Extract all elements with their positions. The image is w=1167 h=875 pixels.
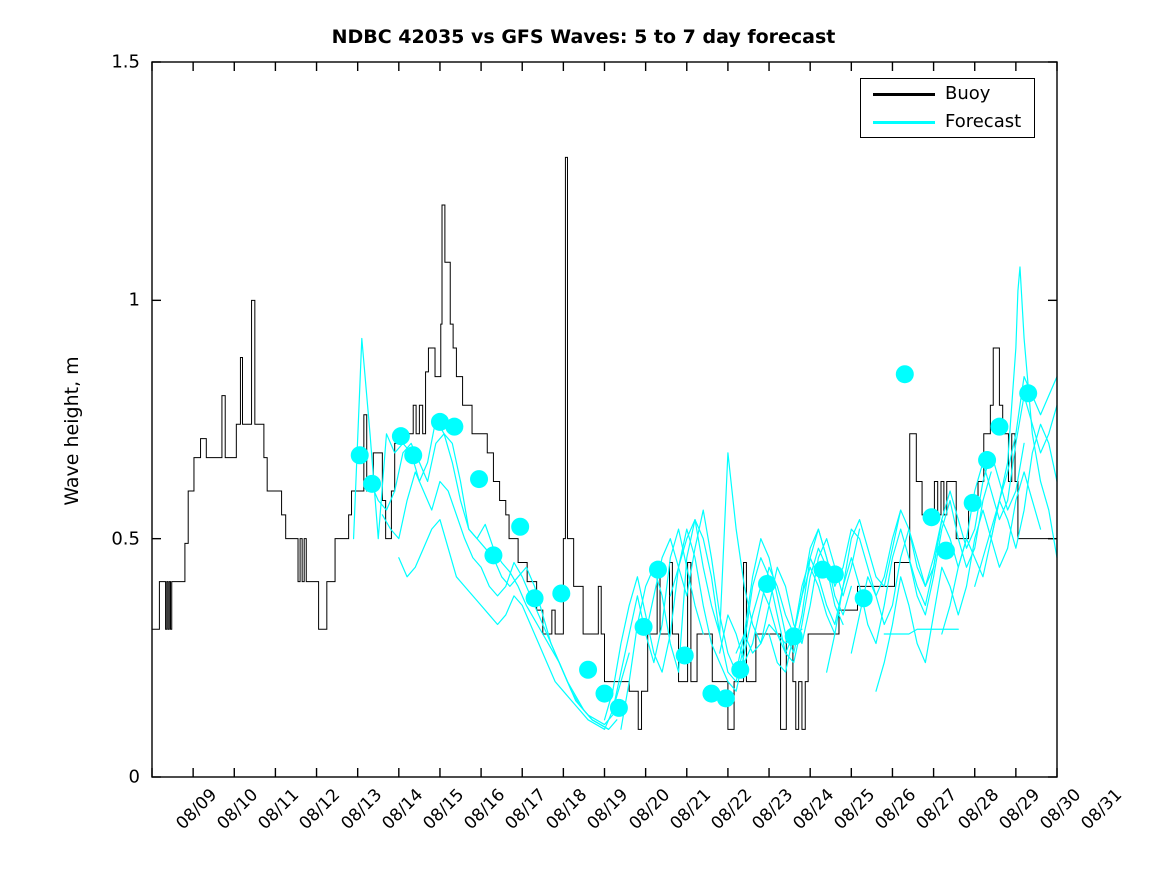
plot-frame — [151, 61, 1058, 778]
legend-item-forecast: Forecast — [861, 109, 1036, 135]
y-tick-label: 0 — [128, 766, 140, 788]
chart-title: NDBC 42035 vs GFS Waves: 5 to 7 day fore… — [331, 26, 836, 48]
buoy-series — [152, 156, 1057, 730]
legend-swatch-buoy — [873, 93, 935, 96]
chart-legend: Buoy Forecast — [860, 78, 1035, 138]
legend-label-buoy: Buoy — [945, 83, 991, 104]
y-tick-label: 0.5 — [111, 528, 140, 550]
legend-swatch-forecast — [873, 121, 935, 124]
legend-item-buoy: Buoy — [861, 81, 1036, 107]
legend-label-forecast: Forecast — [945, 111, 1022, 132]
forecast-markers — [350, 365, 1038, 717]
y-tick-label: 1.5 — [111, 51, 140, 73]
y-tick-label: 1 — [128, 289, 140, 311]
